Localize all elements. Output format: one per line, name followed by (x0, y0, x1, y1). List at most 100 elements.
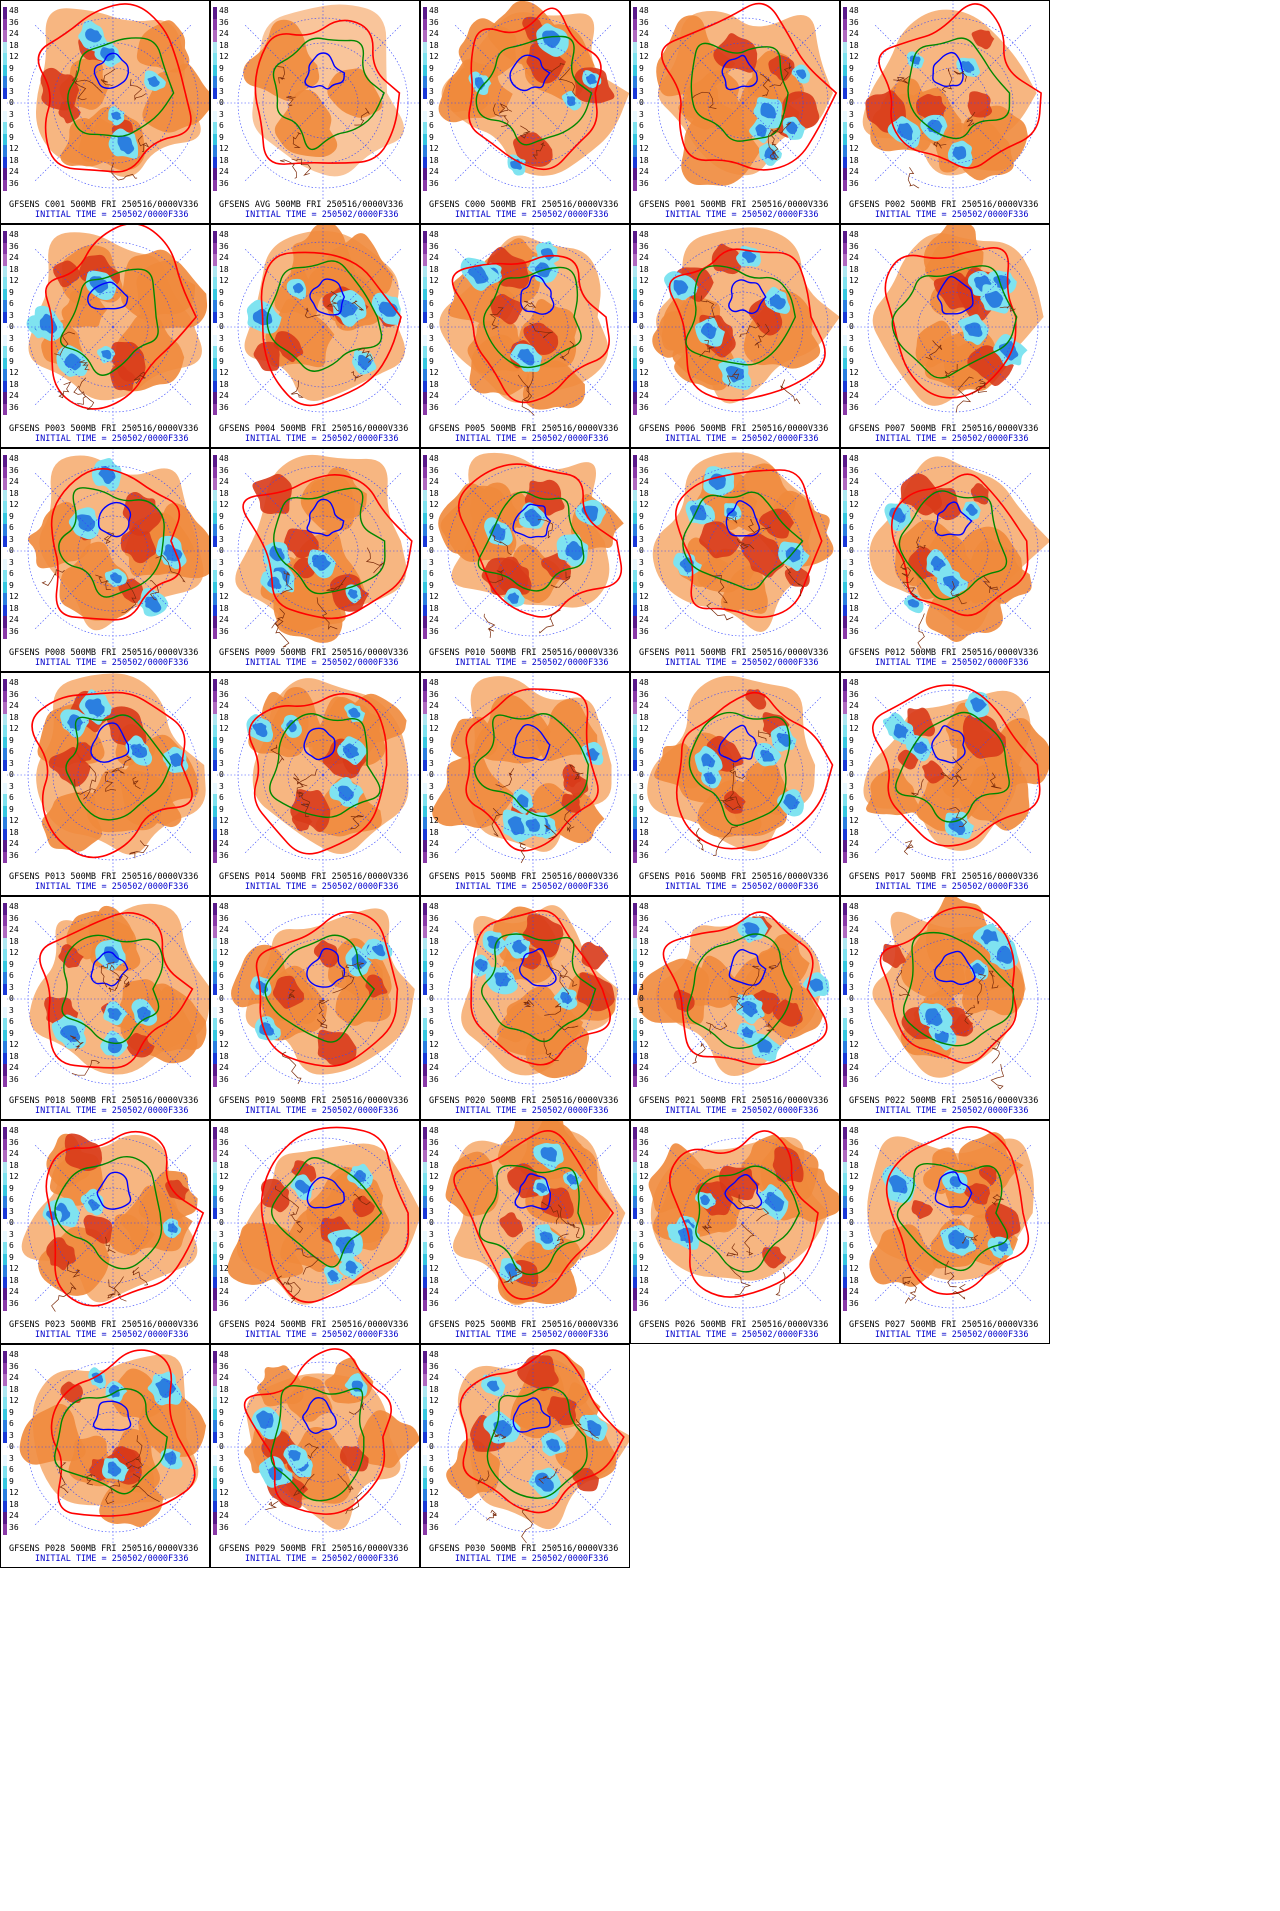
scale-tick-label: 36 (639, 1137, 649, 1147)
positive-anomaly-core (922, 760, 945, 784)
anomaly-map (633, 225, 839, 425)
panel-caption: GFSENS P010 500MB FRI 250516/0000V336 (429, 648, 619, 658)
scale-tick-label: 12 (9, 368, 19, 377)
scale-swatch (633, 1075, 637, 1087)
scale-swatch (843, 1041, 847, 1053)
scale-tick-label: 6 (219, 75, 224, 84)
height-contour-low (309, 278, 346, 316)
panel-initial-time: INITIAL TIME = 250502/0000F336 (875, 210, 1029, 220)
anomaly-map (423, 449, 629, 649)
scale-tick-label: 36 (9, 465, 19, 475)
height-contour-low (302, 1397, 337, 1434)
scale-tick-label: 6 (9, 75, 14, 84)
scale-tick-label: 3 (639, 310, 644, 320)
scale-tick-label: 9 (9, 735, 14, 745)
scale-tick-label: 9 (639, 580, 644, 590)
scale-swatch (633, 76, 637, 88)
scale-tick-label: 3 (429, 1453, 434, 1463)
scale-swatch (213, 369, 217, 381)
height-contour-low (509, 54, 551, 92)
scale-tick-label: 36 (9, 241, 19, 251)
scale-tick-label: 3 (639, 534, 644, 544)
longitude-gridline (532, 774, 611, 853)
scale-tick-label: 24 (639, 1149, 649, 1158)
scale-tick-label: 36 (9, 1522, 19, 1532)
longitude-gridline (875, 102, 954, 181)
negative-anomaly-core (546, 1438, 561, 1452)
longitude-gridline (112, 1446, 191, 1525)
positive-anomaly-core (772, 1146, 804, 1183)
scale-tick-label: 3 (219, 1430, 224, 1440)
scale-tick-label: 9 (429, 1407, 434, 1417)
longitude-gridline (112, 774, 191, 853)
scale-tick-label: 9 (429, 959, 434, 969)
scale-tick-label: 48 (429, 230, 439, 239)
scale-swatch (213, 1029, 217, 1041)
scale-swatch (633, 41, 637, 53)
height-contour-high (255, 911, 399, 1067)
negative-anomaly-core (993, 275, 1011, 290)
scale-tick-label: 24 (639, 253, 649, 262)
height-contour-high (890, 473, 1029, 617)
panel-caption: GFSENS P021 500MB FRI 250516/0000V336 (639, 1096, 829, 1106)
scale-tick-label: 12 (849, 1264, 859, 1273)
negative-anomaly-core (494, 972, 512, 987)
height-contour-mid (59, 268, 159, 376)
negative-anomaly-core (776, 732, 792, 747)
longitude-gridline (875, 774, 954, 853)
height-contour-mid (273, 487, 386, 595)
negative-anomaly-core (783, 793, 800, 810)
scale-tick-label: 6 (849, 345, 854, 354)
scale-tick-label: 12 (849, 724, 859, 733)
panel-initial-time: INITIAL TIME = 250502/0000F336 (245, 210, 399, 220)
longitude-gridline (742, 998, 821, 1077)
scale-tick-label: 3 (849, 758, 854, 768)
longitude-gridline (35, 473, 114, 552)
scale-swatch (633, 593, 637, 605)
longitude-gridline (875, 326, 954, 405)
scale-tick-label: 24 (219, 167, 229, 176)
panel-caption: GFSENS P004 500MB FRI 250516/0000V336 (219, 424, 409, 434)
scale-swatch (3, 53, 7, 65)
scale-swatch (423, 277, 427, 289)
scale-swatch (3, 937, 7, 949)
longitude-gridline (112, 550, 191, 629)
scale-tick-label: 3 (849, 1229, 854, 1239)
scale-tick-label: 24 (429, 1373, 439, 1382)
scale-tick-label: 6 (219, 1465, 224, 1474)
longitude-gridline (245, 1446, 324, 1525)
scale-swatch (3, 1397, 7, 1409)
scale-swatch (843, 156, 847, 168)
negative-anomaly-core (760, 102, 776, 119)
longitude-gridline (742, 1222, 821, 1301)
panel-initial-time: INITIAL TIME = 250502/0000F336 (245, 1330, 399, 1340)
positive-anomaly-core (978, 1165, 997, 1186)
scale-tick-label: 9 (219, 1407, 224, 1417)
coastline (701, 1194, 786, 1296)
scale-swatch (843, 805, 847, 817)
scale-swatch (633, 616, 637, 628)
scale-tick-label: 18 (639, 40, 649, 50)
scale-swatch (843, 547, 847, 559)
scale-tick-label: 9 (9, 1407, 14, 1417)
longitude-gridline (665, 326, 744, 405)
panel-caption: GFSENS P016 500MB FRI 250516/0000V336 (639, 872, 829, 882)
scale-swatch (633, 346, 637, 358)
scale-tick-label: 24 (429, 391, 439, 400)
height-contour-mid (269, 713, 381, 818)
scale-tick-label: 9 (429, 1252, 434, 1262)
scale-swatch (423, 1397, 427, 1409)
negative-anomaly-core (996, 945, 1014, 964)
negative-anomaly-core (565, 540, 585, 561)
height-contour-low (728, 948, 767, 986)
positive-anomaly-core (962, 713, 1007, 759)
height-contour-low (306, 498, 345, 537)
longitude-gridline (455, 1369, 534, 1448)
scale-swatch (633, 713, 637, 725)
height-contour-mid (685, 265, 797, 366)
scale-swatch (213, 1362, 217, 1374)
longitude-gridline (875, 998, 954, 1077)
scale-swatch (3, 168, 7, 180)
scale-swatch (3, 547, 7, 559)
panel-initial-time: INITIAL TIME = 250502/0000F336 (245, 658, 399, 668)
